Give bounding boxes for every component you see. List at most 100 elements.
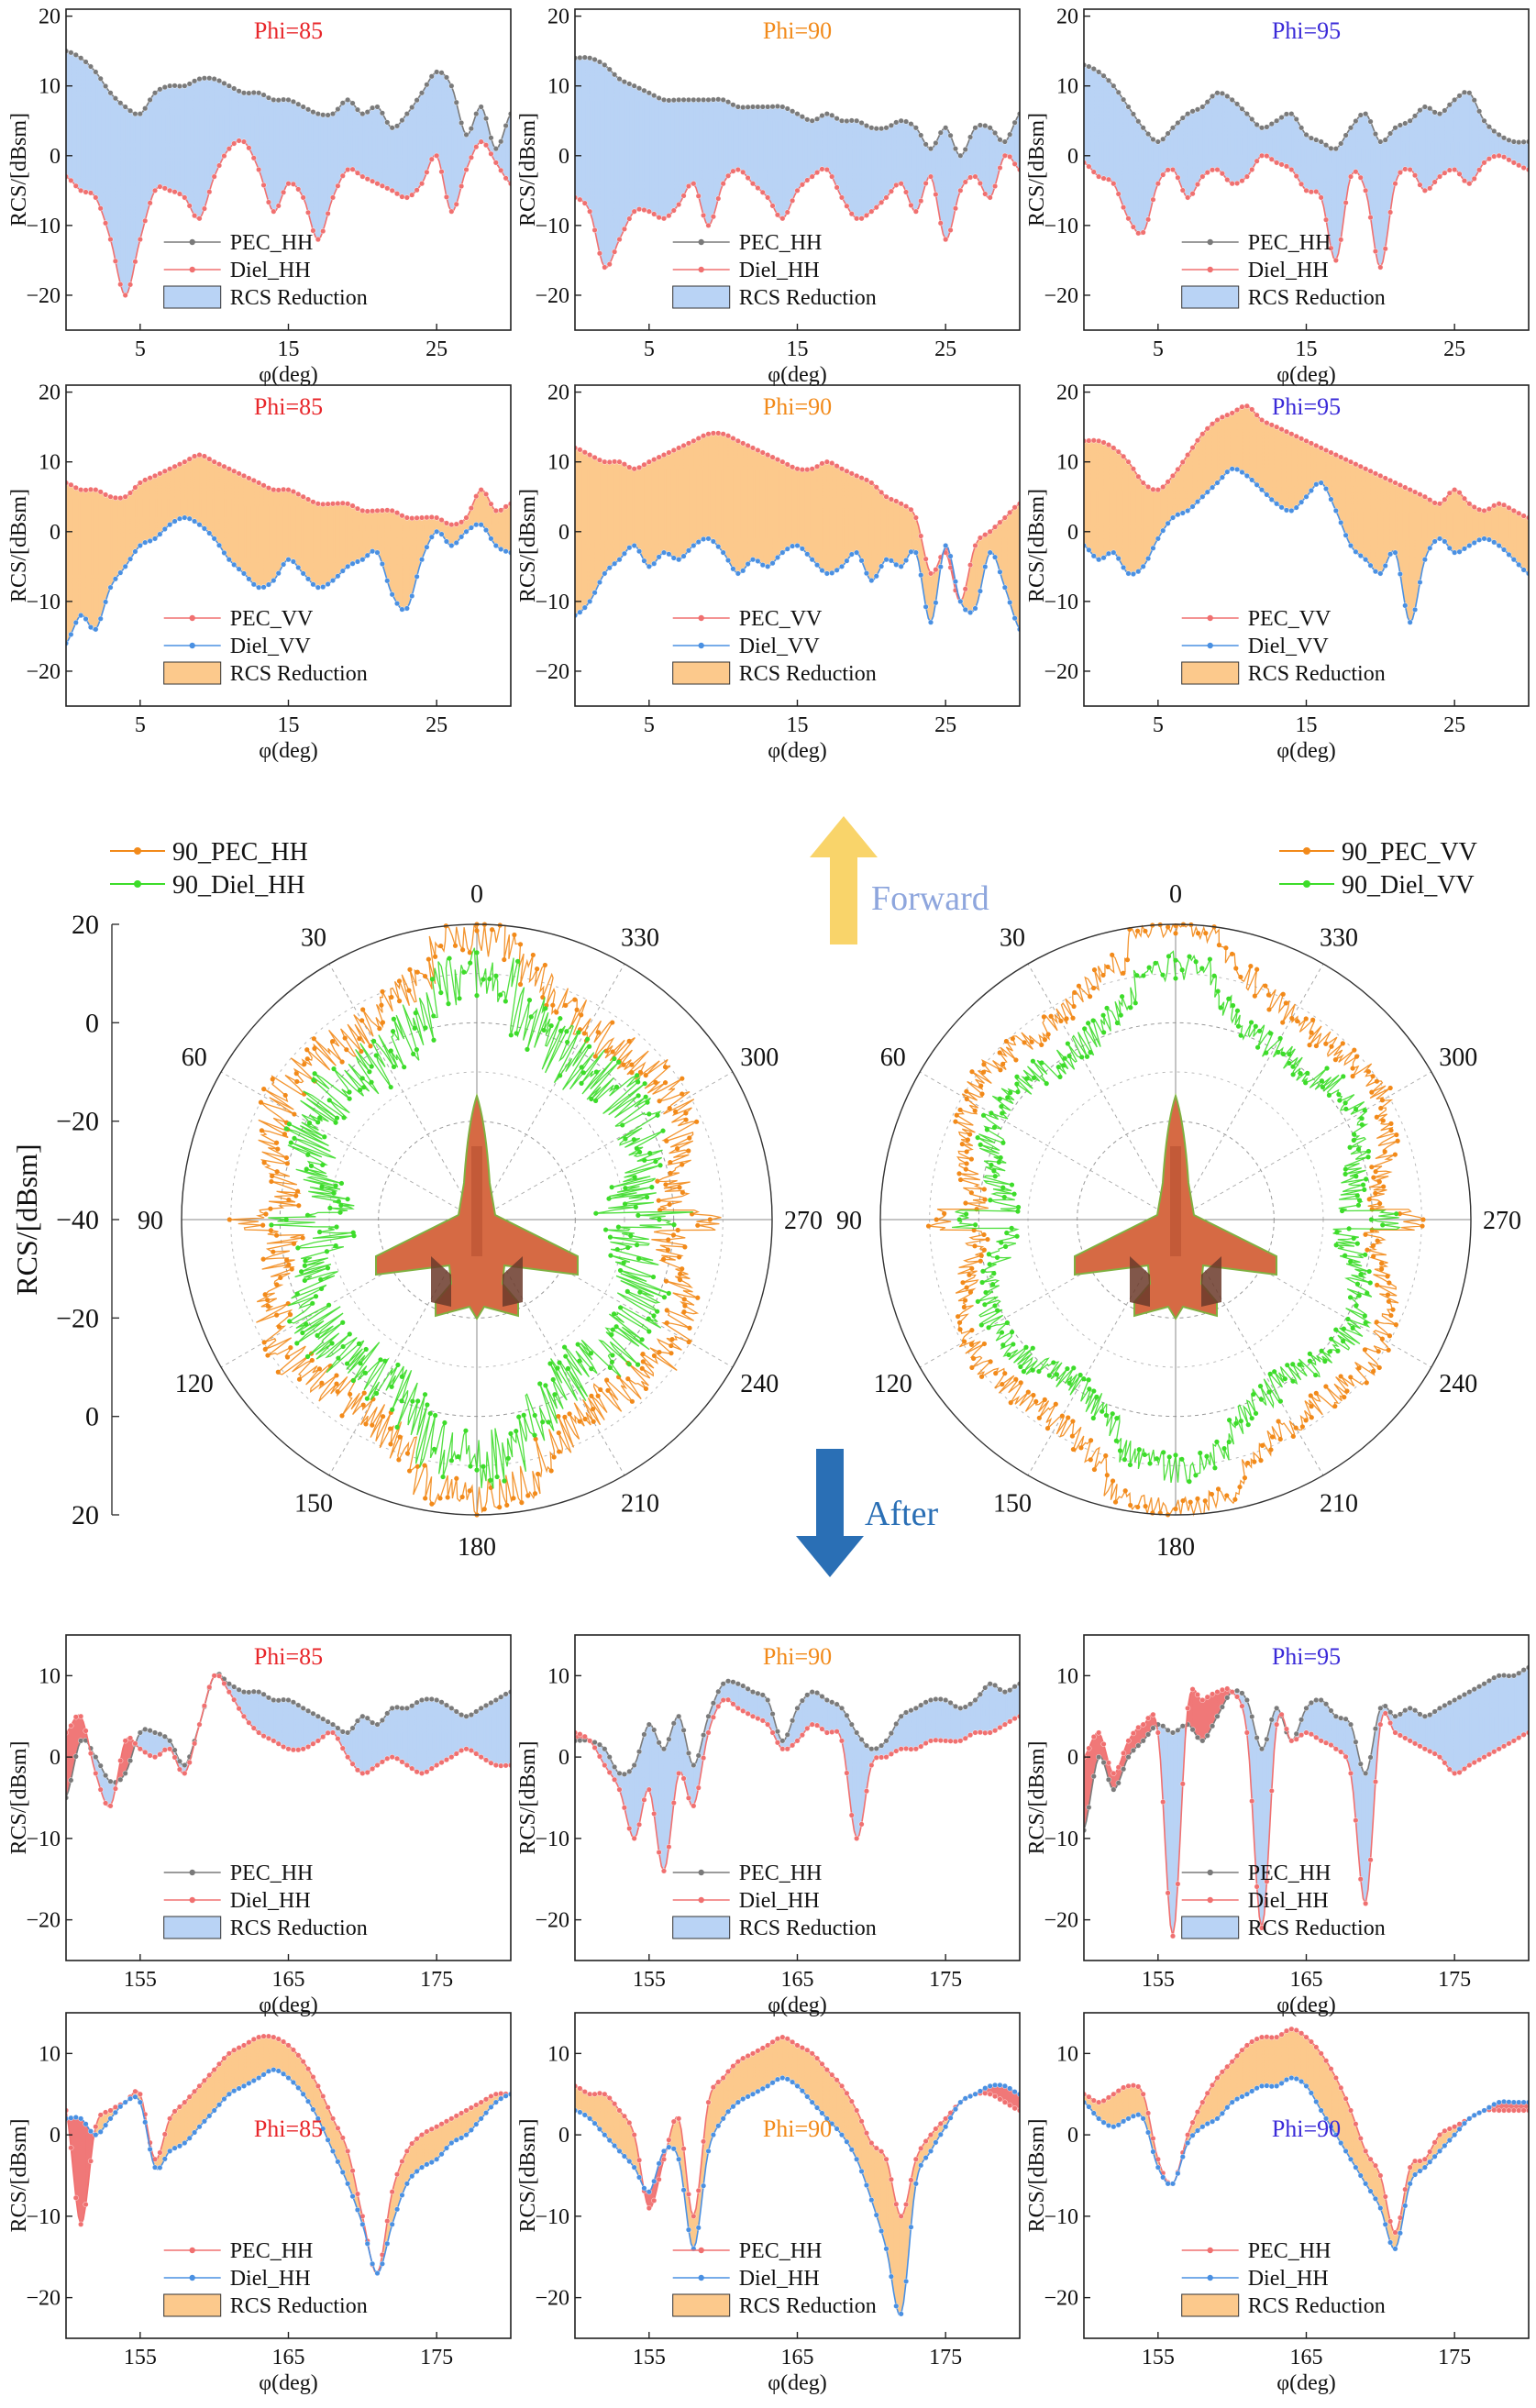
data-point — [587, 598, 593, 604]
data-point — [419, 181, 425, 187]
data-point — [459, 1494, 465, 1500]
data-point — [1155, 2164, 1161, 2171]
data-point — [304, 1047, 310, 1053]
data-point — [1189, 1686, 1196, 1693]
data-point — [443, 1702, 449, 1708]
data-point — [1087, 1386, 1092, 1392]
data-point — [1333, 1243, 1339, 1248]
data-point — [809, 466, 815, 472]
data-point — [236, 566, 242, 572]
y-tick-label: −20 — [535, 1909, 569, 1933]
y-tick-label: −10 — [535, 591, 569, 614]
data-point — [1090, 1734, 1097, 1740]
data-point — [1323, 486, 1330, 492]
data-point — [863, 123, 869, 129]
data-point — [586, 1044, 592, 1049]
data-point — [982, 532, 989, 538]
data-point — [661, 2156, 668, 2162]
data-point — [318, 1276, 324, 1282]
data-point — [972, 1696, 978, 1703]
data-point — [1288, 2074, 1295, 2081]
data-point — [799, 182, 805, 188]
data-point — [725, 433, 732, 439]
data-point — [1101, 1030, 1107, 1035]
data-point — [349, 560, 356, 567]
data-point — [1224, 93, 1231, 99]
data-point — [315, 2082, 321, 2089]
data-point — [636, 2157, 643, 2163]
legend-swatch — [672, 285, 731, 309]
data-point — [292, 1111, 297, 1117]
series-Diel_HH — [1084, 1685, 1529, 1939]
data-point — [954, 1112, 959, 1118]
data-point — [1397, 2230, 1403, 2237]
data-point — [132, 484, 138, 491]
data-point — [668, 1170, 673, 1176]
data-point — [1128, 1005, 1133, 1011]
data-point — [1086, 1021, 1091, 1026]
data-point — [943, 2124, 949, 2130]
radial-axis-title: RCS/[dBsm] — [10, 1143, 43, 1295]
data-point — [448, 522, 455, 528]
polar-spoke — [476, 1219, 625, 1476]
data-point — [1299, 1424, 1305, 1430]
data-point — [1417, 580, 1423, 586]
data-point — [1239, 178, 1245, 184]
data-point — [997, 2082, 1003, 2088]
legend-label: RCS Reduction — [739, 662, 877, 686]
data-point — [397, 1434, 403, 1440]
data-point — [112, 1785, 118, 1792]
data-point — [481, 1464, 486, 1469]
data-point — [290, 1747, 296, 1753]
data-point — [329, 1341, 335, 1346]
x-tick-label: 175 — [929, 1968, 962, 1992]
data-point — [809, 2050, 815, 2057]
data-point — [387, 1426, 393, 1431]
data-point — [492, 160, 499, 166]
data-point — [1373, 1190, 1378, 1196]
data-point — [848, 551, 855, 558]
data-point — [1481, 2107, 1487, 2114]
y-tick-label: 10 — [39, 2042, 61, 2066]
data-point — [863, 570, 869, 577]
data-point — [952, 1739, 958, 1745]
data-point — [1427, 497, 1433, 503]
data-point — [1278, 426, 1285, 433]
data-point — [730, 102, 736, 108]
data-point — [621, 226, 627, 232]
data-point — [1194, 2127, 1200, 2134]
data-point — [834, 184, 840, 191]
data-point — [345, 96, 351, 103]
data-point — [987, 549, 993, 556]
data-point — [1204, 99, 1210, 105]
data-point — [389, 125, 395, 131]
data-point — [1283, 1000, 1288, 1006]
data-point — [1140, 563, 1146, 569]
data-point — [285, 487, 292, 493]
data-point — [823, 1696, 830, 1703]
data-point — [1357, 2172, 1364, 2179]
data-point — [448, 2139, 455, 2146]
y-tick-label: −10 — [26, 215, 61, 238]
data-point — [349, 100, 356, 106]
data-point — [1353, 1739, 1359, 1745]
data-point — [676, 202, 682, 208]
data-point — [157, 470, 163, 477]
data-point — [612, 72, 618, 78]
data-point — [839, 117, 845, 124]
data-point — [201, 2118, 207, 2125]
data-point — [295, 1702, 302, 1708]
data-point — [558, 1073, 563, 1078]
data-point — [750, 2091, 757, 2097]
data-point — [964, 1096, 969, 1102]
data-point — [147, 475, 153, 481]
data-point — [1397, 122, 1403, 128]
radial-tick-label: 0 — [85, 1008, 99, 1038]
data-point — [1501, 135, 1508, 141]
data-point — [1520, 513, 1527, 519]
series-PEC_HH — [575, 1678, 1020, 1777]
data-point — [1417, 492, 1423, 498]
data-point — [1323, 1740, 1330, 1746]
data-point — [546, 1419, 551, 1425]
data-point — [596, 1753, 602, 1760]
